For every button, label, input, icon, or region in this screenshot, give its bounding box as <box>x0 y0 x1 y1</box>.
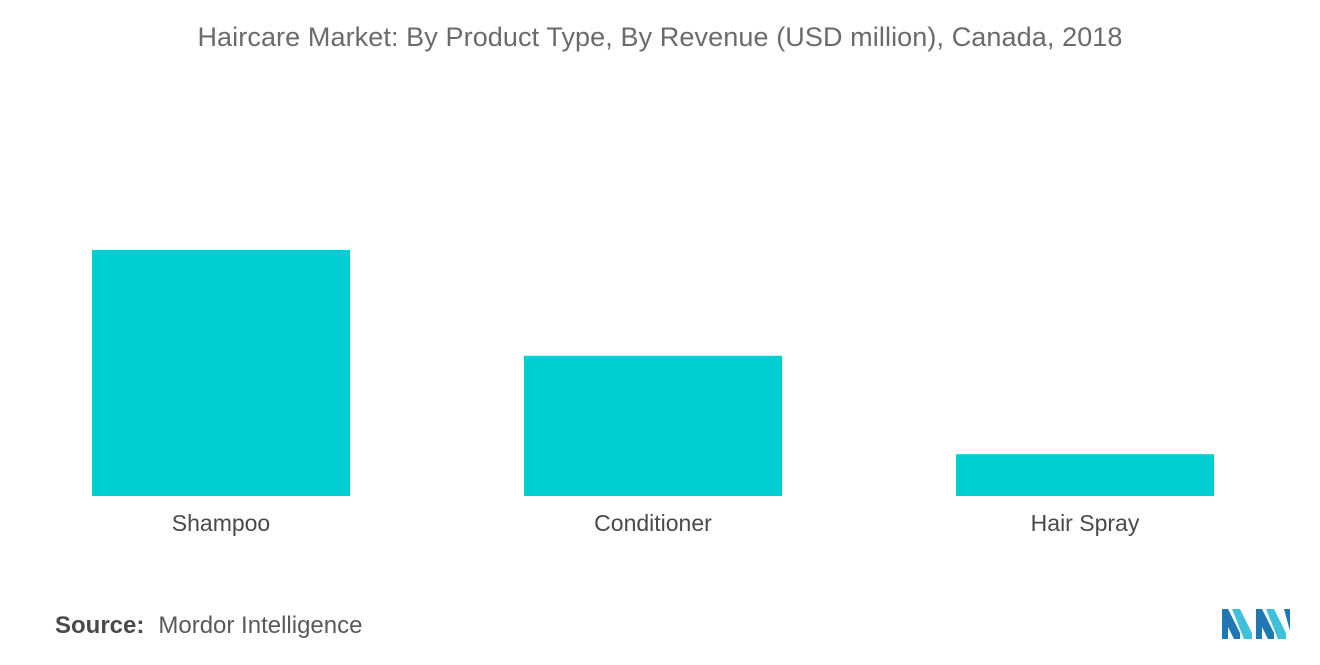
bar-conditioner <box>524 355 782 496</box>
category-label: Conditioner <box>594 510 712 536</box>
category-label: Hair Spray <box>1031 510 1140 536</box>
bar-hair-spray <box>956 454 1214 496</box>
source-value: Mordor Intelligence <box>158 612 363 639</box>
mordor-intelligence-logo-icon <box>1222 609 1290 639</box>
bar-chart: Shampoo Conditioner Hair Spray <box>92 250 1214 536</box>
source-note: Source: Mordor Intelligence <box>55 612 362 640</box>
category-label: Shampoo <box>172 510 270 536</box>
bar-group <box>92 250 1214 496</box>
source-label: Source: <box>55 612 145 639</box>
category-labels: Shampoo Conditioner Hair Spray <box>172 510 1140 536</box>
bar-shampoo <box>92 250 350 496</box>
chart-title: Haircare Market: By Product Type, By Rev… <box>197 22 1123 52</box>
